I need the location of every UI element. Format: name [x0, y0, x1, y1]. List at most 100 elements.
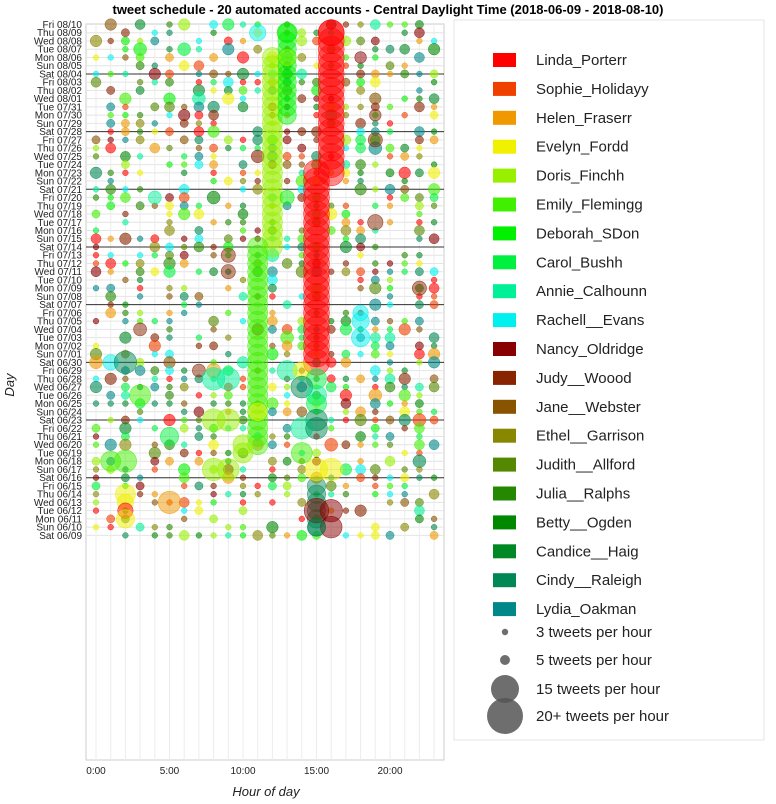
tweet-bubble: [216, 367, 240, 391]
tweet-point: [179, 292, 189, 301]
tweet-point: [107, 70, 114, 78]
tweet-point: [209, 514, 218, 524]
tweet-point: [92, 285, 100, 292]
tweet-point: [195, 342, 203, 350]
tweet-point: [104, 18, 117, 31]
tweet-point: [210, 153, 217, 160]
tweet-point: [340, 357, 352, 368]
tweet-point: [428, 166, 441, 179]
tweet-point: [415, 316, 424, 326]
tweet-point: [312, 292, 321, 301]
tweet-bubble: [354, 51, 367, 64]
tweet-point: [416, 95, 423, 102]
tweet-point: [166, 144, 173, 152]
tweet-point: [370, 19, 381, 30]
tweet-bubble: [262, 137, 283, 159]
tweet-point: [121, 390, 130, 400]
tweet-point: [151, 29, 158, 36]
tweet-point: [151, 532, 158, 539]
tweet-point: [268, 325, 277, 334]
y-tick-label: Sun 07/08: [36, 292, 82, 303]
tweet-point: [136, 252, 144, 259]
tweet-point: [328, 491, 335, 498]
tweet-point: [342, 416, 350, 424]
tweet-point: [398, 166, 411, 179]
tweet-point: [313, 111, 320, 119]
tweet-point: [386, 326, 394, 333]
tweet-point: [181, 243, 188, 251]
tweet-bubble: [317, 68, 345, 96]
tweet-point: [401, 317, 408, 325]
tweet-point: [136, 235, 144, 242]
tweet-point: [430, 515, 438, 523]
legend-swatch: [493, 544, 516, 559]
tweet-point: [150, 36, 160, 46]
tweet-point: [239, 227, 247, 234]
tweet-point: [194, 481, 204, 491]
tweet-point: [239, 474, 247, 481]
tweet-point: [429, 69, 439, 79]
tweet-point: [239, 466, 247, 473]
y-tick-label: Thu 06/14: [37, 490, 82, 501]
tweet-point: [122, 70, 129, 78]
tweet-point: [429, 374, 439, 384]
tweet-point: [428, 93, 440, 104]
tweet-point: [151, 523, 158, 531]
tweet-point: [181, 161, 188, 168]
tweet-point: [267, 274, 278, 286]
tweet-point: [122, 136, 129, 144]
x-axis-label: Hour of day: [232, 784, 301, 799]
y-tick-label: Sun 06/10: [36, 523, 82, 534]
tweet-point: [210, 29, 217, 36]
tweet-bubble: [160, 427, 179, 446]
tweet-point: [106, 119, 116, 128]
tweet-point: [239, 95, 247, 102]
tweet-point: [107, 111, 114, 119]
tweet-point: [195, 532, 203, 539]
tweet-bubble: [277, 89, 297, 109]
y-tick-label: Mon 07/16: [35, 226, 83, 237]
tweet-point: [297, 53, 307, 62]
tweet-point: [416, 359, 423, 366]
tweet-point: [269, 342, 276, 350]
tweet-point: [415, 514, 424, 524]
tweet-point: [415, 135, 424, 145]
tweet-point: [386, 400, 394, 407]
tweet-bubble: [317, 101, 345, 129]
tweet-point: [386, 276, 394, 284]
legend-swatch: [493, 284, 516, 299]
tweet-bubble: [303, 167, 330, 195]
tweet-point: [357, 219, 364, 226]
tweet-bubble: [291, 442, 313, 464]
tweet-point: [282, 423, 292, 433]
tweet-point: [342, 532, 350, 539]
tweet-point: [164, 101, 175, 113]
tweet-point: [150, 366, 160, 375]
tweet-point: [92, 70, 100, 78]
tweet-point: [312, 357, 321, 367]
tweet-point: [121, 28, 130, 38]
legend-label: Emily_Flemingg: [536, 197, 643, 214]
tweet-point: [370, 341, 380, 351]
tweet-point: [356, 242, 365, 252]
tweet-point: [328, 350, 335, 358]
tweet-point: [166, 383, 173, 391]
size-legend-label: 15 tweets per hour: [536, 681, 660, 698]
tweet-point: [178, 530, 190, 541]
tweet-point: [269, 532, 276, 539]
tweet-point: [372, 161, 379, 168]
tweet-point: [386, 293, 394, 300]
tweet-point: [208, 439, 219, 451]
tweet-point: [239, 408, 247, 415]
tweet-point: [415, 267, 424, 277]
tweet-point: [194, 226, 204, 235]
tweet-point: [166, 29, 173, 36]
y-tick-label: Sun 06/24: [36, 407, 82, 418]
tweet-point: [355, 233, 366, 245]
tweet-point: [401, 260, 408, 267]
tweet-point: [166, 326, 173, 333]
tweet-bubble: [351, 328, 371, 348]
tweet-point: [372, 268, 379, 275]
tweet-point: [415, 300, 424, 310]
tweet-point: [400, 473, 410, 483]
